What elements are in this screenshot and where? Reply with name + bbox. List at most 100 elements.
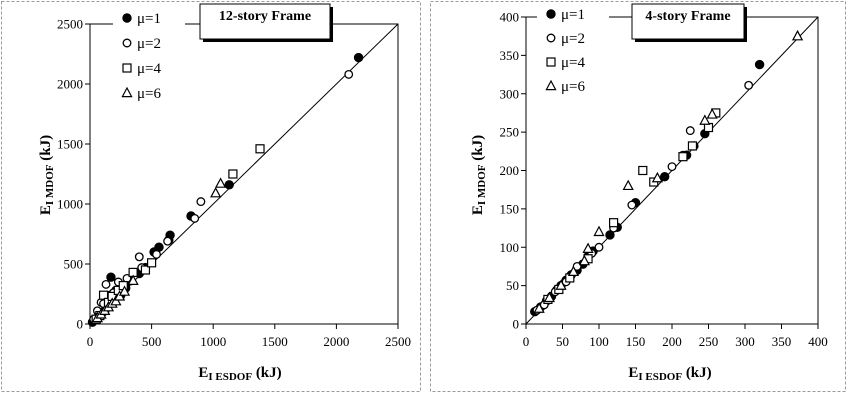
series-3 xyxy=(543,108,721,305)
legend-marker xyxy=(546,33,556,43)
data-point xyxy=(190,213,200,223)
data-point xyxy=(706,108,718,119)
data-point xyxy=(140,265,151,275)
x-axis-label: EI ESDOF (kJ) xyxy=(628,365,711,383)
legend-marker xyxy=(546,9,556,19)
data-point xyxy=(699,114,711,125)
data-point xyxy=(147,258,157,268)
data-point xyxy=(687,141,698,151)
data-point xyxy=(163,236,173,246)
y-tick-label: 200 xyxy=(500,163,520,178)
legend-label: μ=6 xyxy=(137,86,162,102)
y-tick-label: 2000 xyxy=(57,77,83,92)
data-point xyxy=(344,69,354,79)
data-point xyxy=(127,274,139,285)
chart-12-story: 0 500 1000 1500 2000 2500 0 500 1000 1500 2000 2500… xyxy=(38,3,411,383)
legend-label: μ=2 xyxy=(561,31,585,47)
legend-marker xyxy=(546,57,556,67)
data-point xyxy=(594,242,604,252)
data-point xyxy=(210,186,222,198)
data-point xyxy=(678,152,688,162)
legend-label: μ=1 xyxy=(137,11,161,27)
y-tick-label: 0 xyxy=(513,317,520,332)
data-point xyxy=(651,171,664,183)
y-tick-label: 1500 xyxy=(57,137,83,152)
data-point xyxy=(667,162,677,172)
x-tick-label: 50 xyxy=(556,334,569,349)
data-point xyxy=(555,279,567,290)
y-tick-label: 300 xyxy=(500,86,520,101)
data-point xyxy=(627,200,637,210)
data-point xyxy=(196,197,206,207)
data-point xyxy=(224,180,234,190)
x-tick-label: 150 xyxy=(626,334,646,349)
data-point xyxy=(101,279,111,289)
data-point xyxy=(593,225,605,237)
chart-title: 12-story Frame xyxy=(219,9,311,24)
data-point xyxy=(582,242,594,253)
left-panel-frame xyxy=(1,1,421,392)
chart-4-story: 0 50 100 150 200 250 300 350 400 0 50 100 150 200 250 3… xyxy=(470,3,828,383)
data-point xyxy=(152,249,161,259)
x-tick-label: 250 xyxy=(699,334,719,349)
x-tick-label: 300 xyxy=(735,334,755,349)
data-point xyxy=(118,285,131,296)
right-panel-frame xyxy=(430,1,846,392)
title-box xyxy=(199,3,331,40)
data-point xyxy=(638,165,648,176)
x-tick-label: 400 xyxy=(808,334,828,349)
x-tick-label: 1000 xyxy=(200,334,226,349)
series-4 xyxy=(91,177,227,323)
legend-marker xyxy=(545,79,557,91)
legend-marker xyxy=(122,13,132,23)
y-axis-label: EI MDOF (kJ) xyxy=(470,135,488,215)
data-point xyxy=(567,265,580,277)
x-tick-label: 350 xyxy=(772,334,792,349)
data-point xyxy=(255,144,265,154)
legend-label: μ=6 xyxy=(561,79,586,95)
x-tick-label: 500 xyxy=(142,334,162,349)
data-point xyxy=(214,177,227,188)
data-point xyxy=(578,254,591,266)
legend-label: μ=1 xyxy=(561,7,585,23)
y-tick-label: 400 xyxy=(500,10,520,25)
x-tick-label: 2000 xyxy=(323,334,349,349)
legend-marker xyxy=(121,86,133,98)
x-tick-label: 200 xyxy=(662,334,682,349)
data-point xyxy=(754,59,765,70)
data-point xyxy=(533,302,545,313)
legend-label: μ=2 xyxy=(137,36,161,52)
x-axis-label: EI ESDOF (kJ) xyxy=(198,365,281,383)
x-tick-label: 100 xyxy=(589,334,609,349)
y-tick-label: 350 xyxy=(500,48,520,63)
data-point xyxy=(228,169,238,179)
y-tick-label: 100 xyxy=(500,240,520,255)
y-tick-label: 150 xyxy=(500,201,520,216)
legend-marker xyxy=(122,63,132,73)
data-point xyxy=(134,252,144,262)
legend-label: μ=4 xyxy=(137,61,162,77)
data-point xyxy=(622,179,634,191)
data-point xyxy=(608,218,619,228)
series-4 xyxy=(533,29,804,313)
legend-marker xyxy=(122,38,132,48)
y-tick-label: 250 xyxy=(500,125,520,140)
title-box xyxy=(631,3,745,40)
x-tick-label: 1500 xyxy=(262,334,288,349)
x-tick-label: 2500 xyxy=(385,334,411,349)
data-point xyxy=(605,230,615,240)
y-tick-label: 2500 xyxy=(57,17,83,32)
data-point xyxy=(98,290,109,300)
y-tick-label: 500 xyxy=(64,257,84,272)
data-point xyxy=(543,291,555,303)
y-axis-label: EI MDOF (kJ) xyxy=(38,135,56,215)
y-tick-label: 0 xyxy=(77,317,84,332)
data-point xyxy=(353,52,364,63)
legend-label: μ=4 xyxy=(561,55,586,71)
x-tick-label: 0 xyxy=(523,334,530,349)
x-tick-label: 0 xyxy=(87,334,94,349)
chart-title: 4-story Frame xyxy=(645,9,730,24)
data-point xyxy=(791,29,804,41)
data-point xyxy=(685,126,695,136)
